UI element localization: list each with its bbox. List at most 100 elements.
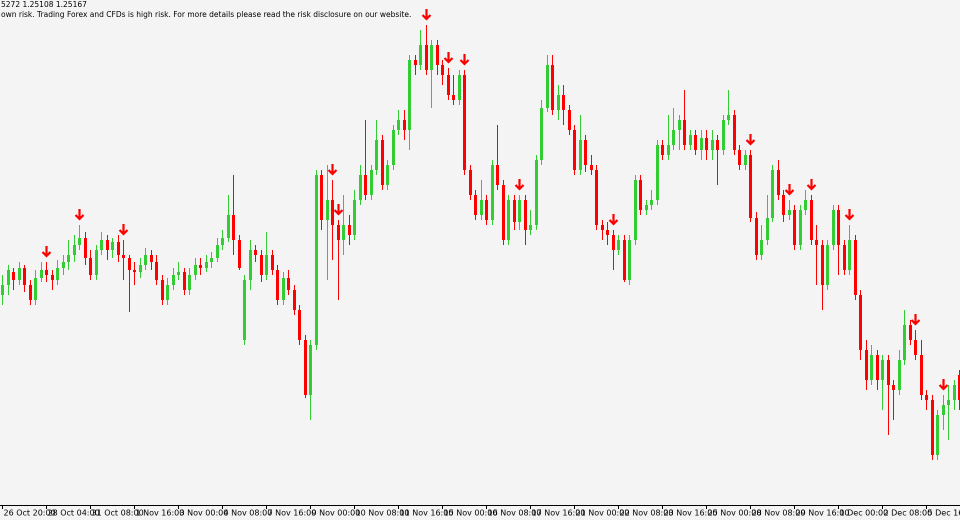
candle-body [194,265,197,275]
candle-body [914,340,917,355]
candle-body [788,210,791,215]
x-tick-label: 11 Nov 16:00 [400,509,454,518]
candle-body [958,375,960,400]
candle-body [557,95,560,110]
x-tick-label: 5 Dec 16:00 [928,509,960,518]
candle-body [496,165,499,185]
candle-body [326,200,329,220]
candle-body [826,245,829,285]
candle-body [667,145,670,155]
x-tick-label: 31 Oct 08:00 [92,509,144,518]
candle-body [799,210,802,245]
sell-arrow [327,164,338,176]
candle-body [293,290,296,310]
sell-arrow [118,224,129,236]
candle-body [832,210,835,245]
candle-body [458,75,461,100]
x-tick-label: 16 Nov 08:00 [488,509,542,518]
candle-body [78,238,81,245]
candle-body [100,240,103,250]
candle-body [909,325,912,340]
x-tick-label: 28 Nov 08:00 [752,509,806,518]
candle-body [414,60,417,65]
candle-body [29,285,32,300]
candle-body [282,278,285,300]
candle-body [51,275,54,280]
candle-body [183,272,186,290]
candle-body [766,218,769,240]
x-tick-label: 4 Nov 08:00 [224,509,273,518]
quote-line: 5272 1.25108 1.25167 [1,0,87,9]
candle-body [518,200,521,222]
candle-body [617,240,620,250]
candle-body [953,385,956,400]
candle-body [386,165,389,185]
candle-body [881,360,884,380]
candle-body [62,262,65,268]
candle-body [375,140,378,170]
candle-body [898,360,901,390]
candle-body [276,270,279,300]
candle-body [34,278,37,300]
candle-body [568,110,571,130]
candle-body [18,268,21,280]
candle-body [821,245,824,285]
x-tick-label: 10 Nov 08:00 [356,509,410,518]
candle-body [359,175,362,200]
x-tick-label: 23 Nov 16:00 [664,509,718,518]
candle-body [837,210,840,245]
candle-body [529,225,532,230]
candle-body [623,240,626,280]
candle-body [309,345,312,395]
candle-body [331,200,334,225]
candle-body [166,285,169,300]
candle-body [650,200,653,205]
candle-body [546,65,549,108]
candle-body [447,75,450,95]
candle-body [716,140,719,150]
sell-arrow [421,9,432,21]
candle-body [579,140,582,170]
candle-body [573,130,576,170]
sell-arrow [41,246,52,258]
candle-body [584,140,587,165]
x-tick-label: 26 Oct 20:00 [4,509,56,518]
candle-body [480,200,483,215]
candle-body [227,215,230,238]
sell-arrow [938,379,949,391]
candle-body [436,45,439,65]
candle-body [188,275,191,290]
candle-body [513,200,516,222]
candle-body [73,245,76,255]
candle-body [920,355,923,395]
candle-body [205,262,208,268]
candle-body [760,240,763,255]
candle-body [304,340,307,395]
candle-body [260,255,263,275]
candle-body [425,45,428,70]
candle-body [947,400,950,405]
candle-body [524,200,527,230]
candle-body [452,95,455,100]
candle-body [843,245,846,270]
candle-body [40,270,43,278]
candle-body [628,240,631,280]
candle-body [249,250,252,280]
candle-body [7,270,10,285]
candle-body [601,225,604,230]
candle-body [551,65,554,110]
candle-body [353,200,356,235]
candle-body [397,120,400,130]
sell-arrow [910,314,921,326]
candle-body [315,175,318,345]
x-tick-label: 3 Nov 00:00 [180,509,229,518]
candle-body [634,180,637,240]
candle-body [111,242,114,250]
candle-body [419,45,422,65]
candle-body [870,355,873,380]
candle-body [590,165,593,170]
candle-body [238,240,241,268]
candle-body [199,265,202,268]
sell-arrow [745,134,756,146]
candle-body [243,280,246,340]
